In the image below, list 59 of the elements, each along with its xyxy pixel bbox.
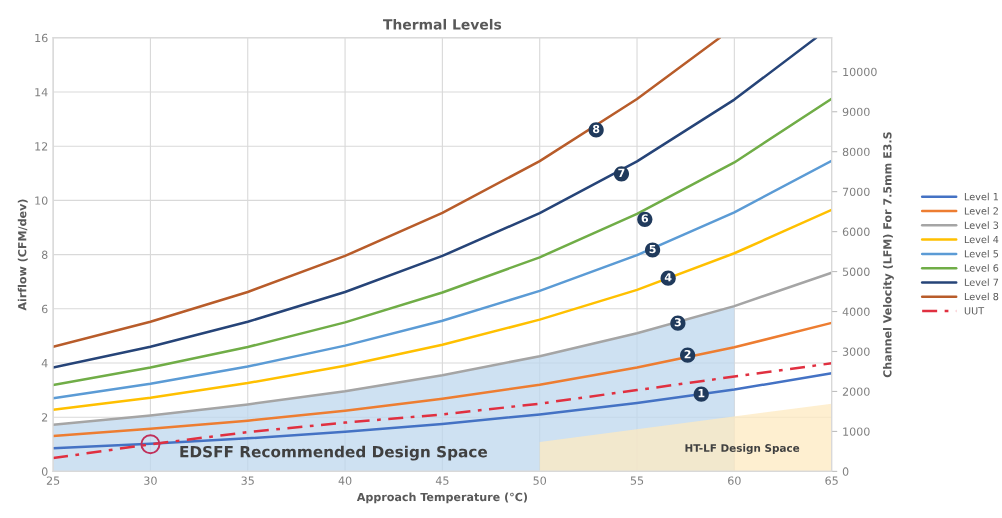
y2-tick-label: 4000 <box>842 307 870 316</box>
legend-label: Level 5 <box>964 249 999 258</box>
y2-tick-label: 6000 <box>842 227 870 236</box>
y-tick-label: 10 <box>35 196 48 205</box>
y-tick-label: 4 <box>41 359 48 368</box>
legend-label: Level 7 <box>964 278 999 286</box>
line-series <box>53 208 832 412</box>
x-tick-label: 45 <box>435 476 449 485</box>
line-series <box>53 362 832 460</box>
y2-tick-label: 7000 <box>842 187 870 197</box>
annotation: 4 <box>664 273 672 282</box>
x-tick-label: 25 <box>46 476 60 485</box>
y-tick-label: 16 <box>35 33 48 43</box>
annotation: 1 <box>698 389 705 398</box>
y2-tick-label: 1000 <box>843 427 870 436</box>
x-tick-label: 40 <box>338 476 352 485</box>
y-tick-label: 6 <box>41 304 48 314</box>
y-tick-label: 0 <box>41 467 48 476</box>
y2-tick-label: 5000 <box>842 267 870 276</box>
x-tick-label: 65 <box>825 476 838 485</box>
legend-label: Level 4 <box>964 235 999 244</box>
legend-label: Level 2 <box>964 207 998 215</box>
y-tick-label: 12 <box>35 142 48 151</box>
y-axis-title: Airflow (CFM/dev) <box>17 199 28 311</box>
y-tick-label: 2 <box>41 413 48 422</box>
line-series <box>53 37 818 369</box>
chart-title: Thermal Levels <box>383 18 502 30</box>
y2-tick-label: 3000 <box>842 347 870 356</box>
y2-tick-label: 9000 <box>842 107 870 117</box>
annotation: 3 <box>674 317 681 327</box>
legend-label: UUT <box>964 307 985 315</box>
y-tick-label: 8 <box>41 250 48 259</box>
y2-tick-label: 0 <box>842 467 849 476</box>
line-series <box>53 271 832 427</box>
annotation: HT-LF Design Space <box>685 443 800 455</box>
legend-label: Level 6 <box>964 264 999 272</box>
x-tick-label: 55 <box>630 476 644 485</box>
line-series <box>53 159 832 400</box>
legend-label: Level 8 <box>964 292 999 301</box>
x-tick-label: 50 <box>533 476 547 485</box>
y-tick-label: 14 <box>35 88 48 97</box>
x-tick-label: 35 <box>241 476 254 485</box>
x-tick-label: 30 <box>144 476 157 485</box>
annotation: 5 <box>649 244 656 254</box>
y2-axis-title: Channel Velocity (LFM) For 7.5mm E3.S <box>882 132 894 378</box>
y2-tick-label: 2000 <box>842 387 870 396</box>
line-series <box>53 37 721 348</box>
x-axis-title: Approach Temperature (°C) <box>356 492 527 504</box>
line-series <box>53 97 832 387</box>
annotation: 7 <box>618 168 625 177</box>
annotation: EDSFF Recommended Design Space <box>180 445 488 461</box>
legend-label: Level 3 <box>964 221 999 229</box>
annotation: 6 <box>641 214 649 223</box>
y2-tick-label: 10000 <box>843 67 877 77</box>
y2-tick-label: 8000 <box>842 147 870 157</box>
legend-label: Level 1 <box>964 192 999 201</box>
x-tick-label: 60 <box>728 476 741 485</box>
annotation: 8 <box>592 124 600 134</box>
annotation: 2 <box>684 349 691 359</box>
